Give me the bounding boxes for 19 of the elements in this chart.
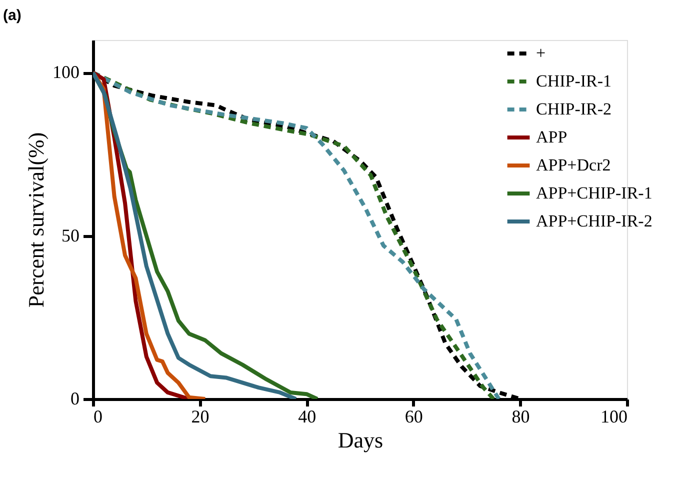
- y-tick-label: 0: [70, 388, 80, 408]
- y-tick-label: 100: [52, 62, 80, 82]
- x-tick-label: 0: [94, 406, 102, 426]
- legend-label: APP+CHIP-IR-1: [536, 184, 652, 202]
- y-tick-label: 50: [62, 225, 80, 246]
- y-axis-title: Percent survival(%): [24, 132, 48, 308]
- x-tick-label: 40: [298, 406, 316, 426]
- legend-label: APP: [536, 128, 568, 146]
- legend-label: APP+CHIP-IR-2: [536, 212, 652, 230]
- legend-label: +: [536, 44, 546, 62]
- x-tick-label: 60: [404, 406, 423, 426]
- x-tick-label: 80: [512, 406, 530, 426]
- legend-label: APP+Dcr2: [536, 156, 611, 174]
- legend-label: CHIP-IR-1: [536, 72, 612, 90]
- text: (a): [3, 7, 22, 24]
- x-tick-label: 100: [600, 406, 628, 426]
- legend-label: CHIP-IR-2: [536, 100, 612, 118]
- x-axis-title: Days: [338, 428, 384, 452]
- x-tick-label: 20: [191, 406, 210, 426]
